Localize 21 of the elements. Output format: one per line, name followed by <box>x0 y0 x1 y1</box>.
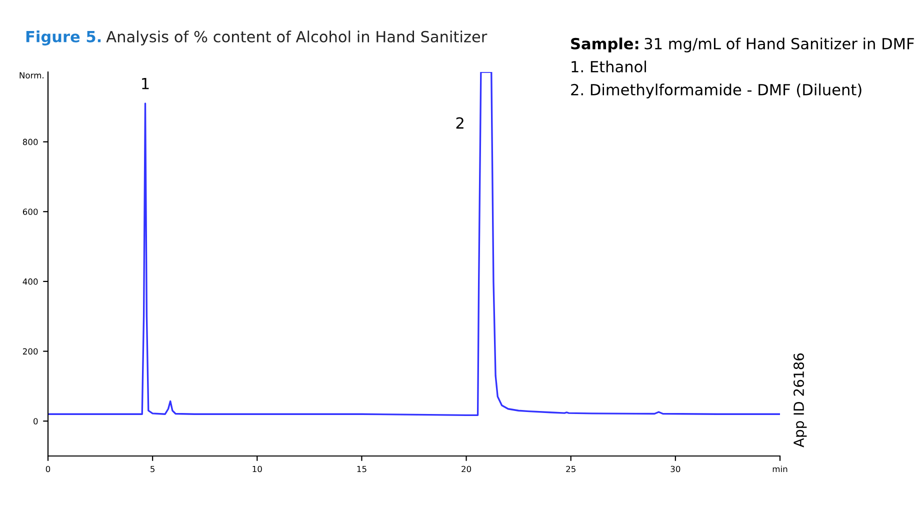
y-tick-label: 600 <box>22 208 38 215</box>
y-tick-label: 200 <box>22 348 38 355</box>
y-tick-label: 400 <box>22 278 38 285</box>
x-tick-label: 5 <box>150 466 154 472</box>
x-tick-label: 15 <box>357 466 366 472</box>
x-tick-label: 30 <box>670 466 680 472</box>
annotation: 2. Dimethylformamide - DMF (Diluent) <box>571 84 862 98</box>
y-axis-title: Norm. <box>20 72 44 78</box>
x-tick-label: 0 <box>46 466 50 472</box>
annotation: 2 <box>456 117 464 129</box>
annotation: 1. Ethanol <box>572 60 646 72</box>
x-tick-label: 10 <box>252 466 262 472</box>
x-tick-label: min <box>772 466 788 472</box>
annotation: 1 <box>142 78 149 90</box>
text: App ID 26186 <box>794 353 807 448</box>
y-tick-label: 800 <box>22 138 38 146</box>
text: Sample: 31 mg/mL of Hand Sanitizer in DMF <box>571 38 914 52</box>
x-tick-label: 20 <box>462 466 472 472</box>
y-tick-label: 0 <box>34 418 38 424</box>
chart-title: Figure 5. Analysis of % content of Alcohol in Hand Sanitizer <box>26 30 488 46</box>
x-tick-label: 25 <box>566 466 576 472</box>
